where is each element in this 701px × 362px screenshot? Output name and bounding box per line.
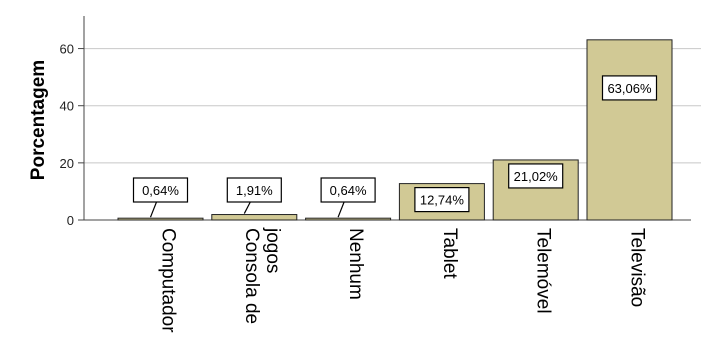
y-tick-label-60: 60 <box>60 42 74 57</box>
data-label-box-3 <box>414 187 470 213</box>
y-axis-label: Porcentagem <box>28 60 49 180</box>
bars <box>117 39 673 221</box>
data-label-4: 21,02% <box>514 169 559 184</box>
data-label-leader-1 <box>243 201 251 214</box>
data-label-1: 1,91% <box>236 183 273 198</box>
data-label-box-1 <box>226 177 282 203</box>
bar-2 <box>305 217 392 221</box>
data-labels: 0,64% 1,91% 0,64% 12,74% 21,02% 63,06% <box>132 75 658 218</box>
bar-4 <box>492 159 579 221</box>
data-label-5: 63,06% <box>607 81 652 96</box>
category-label-5-0: Televisão <box>627 228 648 307</box>
category-label-3-0: Tablet <box>439 228 460 279</box>
data-label-box-4 <box>508 163 564 189</box>
category-label-4-0: Telemóvel <box>533 228 554 314</box>
data-label-2: 0,64% <box>330 183 367 198</box>
y-tick-label-0: 0 <box>67 213 74 228</box>
category-label-0-0: Computador <box>158 228 179 333</box>
data-label-box-5 <box>601 75 658 101</box>
data-label-leader-2 <box>337 201 345 218</box>
bar-5 <box>586 39 673 221</box>
data-label-3: 12,74% <box>420 193 465 208</box>
bar-0 <box>117 217 204 221</box>
category-label-1-0: Consola de <box>241 228 262 324</box>
category-label-1-1: jogos <box>262 227 283 273</box>
data-label-leader-0 <box>149 201 158 218</box>
data-label-0: 0,64% <box>142 183 179 198</box>
data-label-box-2 <box>320 177 376 203</box>
category-labels: Computador Consola de jogos Nenhum Tablet Tel… <box>158 227 648 333</box>
data-label-box-0 <box>132 177 189 203</box>
bar-1 <box>211 214 298 221</box>
y-tick-label-20: 20 <box>60 156 74 171</box>
y-tick-label-40: 40 <box>60 99 74 114</box>
category-label-2-0: Nenhum <box>345 228 366 300</box>
